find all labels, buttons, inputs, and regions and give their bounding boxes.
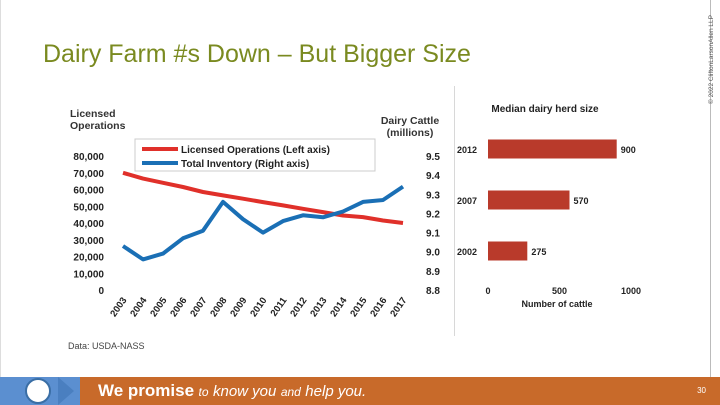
tagline-and: and (280, 385, 301, 399)
x-axis-tick: 2007 (188, 295, 209, 319)
right-border (710, 0, 711, 378)
right-axis-tick: 9.4 (426, 171, 440, 182)
bar-value-label: 900 (621, 145, 636, 155)
right-axis-tick: 9.3 (426, 190, 440, 201)
right-axis-tick: 8.8 (426, 286, 440, 297)
bar-category-label: 2007 (457, 196, 477, 206)
tagline-help-you: help you. (305, 383, 367, 400)
right-axis-tick: 9.2 (426, 209, 440, 220)
x-axis-tick: 2013 (308, 295, 329, 319)
x-axis-tick: 2006 (168, 295, 189, 319)
x-axis-tick: 2008 (208, 295, 229, 319)
bar-value-label: 275 (531, 247, 546, 257)
right-axis-tick: 9.0 (426, 248, 440, 259)
left-axis-title-line2: Operations (70, 120, 126, 132)
left-border (0, 0, 1, 378)
left-axis-tick: 40,000 (73, 219, 104, 230)
bar-2007 (488, 190, 570, 210)
x-axis-tick: 2017 (388, 295, 409, 319)
bar-category-label: 2002 (457, 247, 477, 257)
source-note: Data: USDA-NASS (68, 341, 145, 351)
page-number: 30 (697, 386, 706, 395)
x-axis-tick: 2005 (148, 295, 170, 319)
right-axis-title-line2: (millions) (387, 127, 434, 139)
left-axis-tick: 30,000 (73, 236, 104, 247)
bar-chart: Median dairy herd size 2012 900 2007 570 200… (457, 104, 641, 309)
series-line-licensed-operations (122, 170, 404, 225)
chart-divider (454, 86, 455, 336)
x-axis-tick: 2003 (108, 295, 129, 319)
x-axis-tick: 2009 (228, 295, 249, 319)
copyright-text: © 2022 CliftonLarsonAllen LLP (708, 15, 715, 104)
left-axis-tick: 20,000 (73, 253, 104, 264)
left-axis-tick: 60,000 (73, 186, 104, 197)
right-axis-tick: 9.5 (426, 152, 440, 163)
bar-x-tick: 500 (552, 286, 567, 296)
bar-x-tick: 0 (485, 286, 490, 296)
footer-arrow-icon (58, 377, 74, 405)
right-axis-tick: 9.1 (426, 229, 440, 240)
left-axis-tick: 50,000 (73, 202, 104, 213)
tagline-know-you: know you (212, 383, 277, 400)
line-chart: Licensed Operations Dairy Cattle (millio… (70, 108, 440, 319)
footer-bar: We promise to know you and help you. 30 (0, 377, 720, 405)
tagline-to: to (198, 385, 209, 399)
legend-label-total-inventory: Total Inventory (Right axis) (181, 159, 309, 170)
legend-box (134, 138, 376, 172)
bar-chart-x-label: Number of cattle (521, 299, 592, 309)
x-axis-tick: 2015 (348, 295, 370, 319)
x-axis-tick: 2016 (368, 295, 389, 319)
right-axis-title-line1: Dairy Cattle (381, 115, 440, 127)
footer-tagline: We promise to know you and help you. (98, 381, 366, 401)
bar-2012 (488, 139, 617, 159)
x-axis-tick: 2014 (328, 295, 350, 319)
legend-label-licensed-operations: Licensed Operations (Left axis) (181, 145, 330, 156)
bar-x-tick: 1000 (621, 286, 641, 296)
left-axis-tick: 80,000 (73, 152, 104, 163)
bar-category-label: 2012 (457, 145, 477, 155)
slide-title: Dairy Farm #s Down – But Bigger Size (43, 40, 471, 68)
x-axis-tick: 2012 (288, 295, 309, 319)
right-axis-tick: 8.9 (426, 267, 440, 278)
left-axis-tick: 70,000 (73, 169, 104, 180)
cla-logo-icon (25, 378, 51, 404)
tagline-promise: We promise (98, 381, 195, 400)
left-axis-title-line1: Licensed (70, 108, 116, 120)
left-axis-tick: 10,000 (73, 269, 104, 280)
x-axis-tick: 2010 (248, 295, 269, 319)
bar-2002 (488, 241, 528, 261)
x-axis-tick: 2011 (269, 295, 290, 319)
series-line-total-inventory (121, 184, 405, 262)
x-axis-tick: 2004 (128, 295, 150, 319)
left-axis-tick: 0 (98, 286, 104, 297)
bar-chart-title: Median dairy herd size (491, 104, 599, 115)
bar-value-label: 570 (574, 196, 589, 206)
